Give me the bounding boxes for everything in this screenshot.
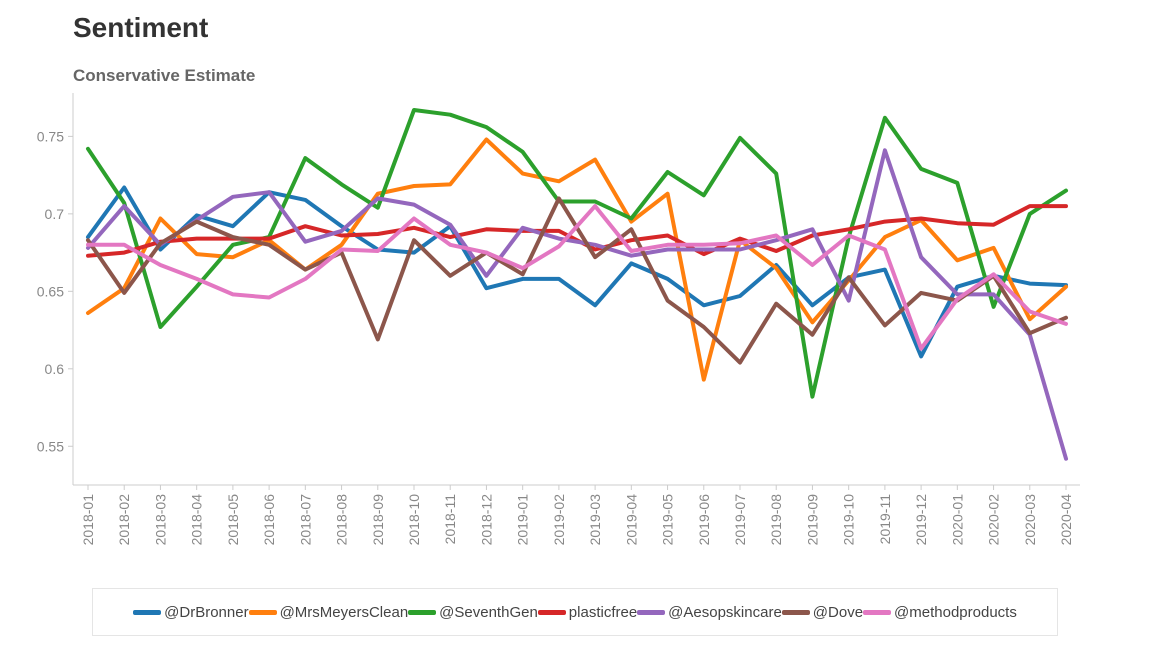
x-tick-label: 2019-02 (551, 494, 567, 546)
legend-label: @Aesopskincare (668, 603, 782, 621)
legend-item-seventhgen[interactable]: @SeventhGen (408, 604, 538, 621)
x-tick-label: 2019-01 (515, 494, 531, 546)
y-tick-label: 0.75 (37, 128, 64, 144)
x-tick-label: 2018-12 (478, 494, 494, 546)
x-tick-label: 2020-04 (1058, 494, 1074, 546)
x-tick-label: 2020-01 (949, 494, 965, 546)
y-tick-label: 0.7 (45, 206, 65, 222)
legend-label: @methodproducts (894, 603, 1017, 621)
legend-label: @MrsMeyersClean (279, 603, 409, 621)
legend-item-mrsmeyersclean[interactable]: @MrsMeyersClean (248, 603, 409, 621)
x-tick-label: 2018-09 (370, 494, 386, 546)
x-tick-label: 2018-02 (116, 494, 132, 546)
legend-item-methodproducts[interactable]: @methodproducts (863, 604, 1017, 621)
legend-label: plasticfree (568, 603, 638, 621)
x-tick-label: 2018-04 (189, 494, 205, 546)
x-tick-label: 2019-04 (623, 494, 639, 546)
legend-label: @Dove (812, 603, 864, 621)
x-tick-label: 2019-08 (768, 494, 784, 546)
x-tick-label: 2018-05 (225, 494, 241, 546)
x-tick-label: 2019-11 (877, 494, 893, 545)
legend-swatch (133, 609, 162, 615)
legend-item-aesopskincare[interactable]: @Aesopskincare (637, 604, 782, 621)
x-tick-label: 2018-01 (80, 494, 96, 546)
x-tick-label: 2019-05 (660, 494, 676, 546)
chart-subtitle: Conservative Estimate (73, 66, 256, 85)
y-tick-label: 0.55 (37, 438, 64, 454)
legend-swatch (248, 609, 277, 615)
x-tick-label: 2019-03 (587, 494, 603, 546)
legend-swatch (637, 609, 666, 615)
legend-swatch (537, 609, 566, 615)
legend-swatch (781, 609, 810, 615)
legend-swatch (863, 609, 892, 615)
x-tick-label: 2019-06 (696, 494, 712, 546)
legend-item-plasticfree[interactable]: plasticfree (537, 603, 638, 621)
axes: 0.55 0.6 0.65 0.7 0.75 2018-01 2018-02 2018-03 2… (37, 93, 1080, 545)
series-line-drbronner (86, 185, 1068, 359)
series-line-mrsmeyersclean (86, 137, 1068, 382)
x-tick-label: 2019-09 (804, 494, 820, 546)
series-line-methodproducts (86, 204, 1068, 351)
x-tick-label: 2019-07 (732, 494, 748, 546)
y-tick-label: 0.6 (45, 361, 65, 377)
x-tick-label: 2020-03 (1022, 494, 1038, 546)
x-tick-label: 2018-07 (297, 494, 313, 546)
legend-label: @DrBronner (164, 603, 249, 621)
x-tick-label: 2018-08 (334, 494, 350, 546)
x-tick-label: 2018-03 (152, 494, 168, 546)
x-tick-label: 2018-10 (406, 494, 422, 546)
legend-swatch (408, 609, 437, 615)
x-tick-label: 2018-06 (261, 494, 277, 546)
x-tick-label: 2019-12 (913, 494, 929, 546)
chart-title: Sentiment (73, 12, 209, 43)
legend: @DrBronner @MrsMeyersClean @SeventhGen plas… (92, 588, 1058, 636)
legend-item-dove[interactable]: @Dove (781, 603, 864, 621)
series-line-aesopskincare (86, 148, 1068, 461)
x-tick-label: 2020-02 (986, 494, 1002, 546)
legend-label: @SeventhGen (439, 603, 538, 621)
series-lines (86, 108, 1068, 461)
x-tick-label: 2018-11 (442, 494, 458, 545)
legend-item-drbronner[interactable]: @DrBronner (133, 603, 249, 621)
x-tick-label: 2019-10 (841, 494, 857, 546)
y-tick-label: 0.65 (37, 283, 64, 299)
